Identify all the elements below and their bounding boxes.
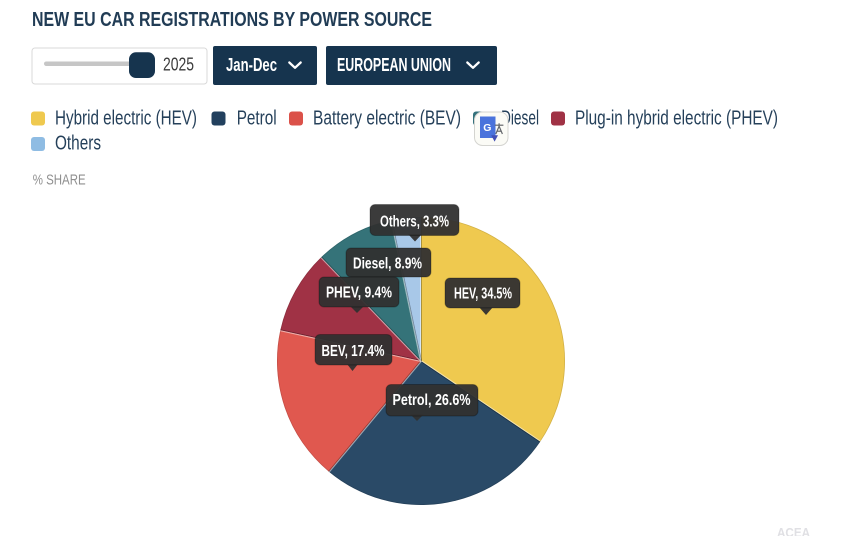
svg-text:Plug-in hybrid electric (PHEV): Plug-in hybrid electric (PHEV) — [575, 107, 778, 129]
svg-text:Battery electric (BEV): Battery electric (BEV) — [313, 107, 461, 129]
svg-text:Others, 3.3%: Others, 3.3% — [380, 213, 449, 230]
svg-text:G: G — [483, 122, 491, 134]
svg-text:Petrol, 26.6%: Petrol, 26.6% — [393, 392, 471, 409]
svg-text:NEW EU CAR REGISTRATIONS BY PO: NEW EU CAR REGISTRATIONS BY POWER SOURCE — [32, 9, 432, 31]
svg-text:EUROPEAN UNION: EUROPEAN UNION — [337, 55, 451, 75]
svg-text:HEV, 34.5%: HEV, 34.5% — [454, 286, 512, 303]
svg-text:Jan-Dec: Jan-Dec — [226, 55, 277, 75]
svg-text:BEV, 17.4%: BEV, 17.4% — [322, 343, 385, 360]
svg-text:Hybrid electric (HEV): Hybrid electric (HEV) — [55, 107, 197, 129]
svg-text:Diesel: Diesel — [501, 107, 539, 129]
svg-text:2025: 2025 — [163, 55, 194, 75]
svg-text:ACEA: ACEA — [777, 525, 811, 536]
svg-text:% SHARE: % SHARE — [33, 172, 86, 189]
svg-text:Others: Others — [55, 132, 101, 154]
svg-text:Diesel, 8.9%: Diesel, 8.9% — [353, 256, 422, 273]
svg-text:Petrol: Petrol — [237, 107, 277, 129]
svg-text:PHEV, 9.4%: PHEV, 9.4% — [326, 285, 392, 302]
